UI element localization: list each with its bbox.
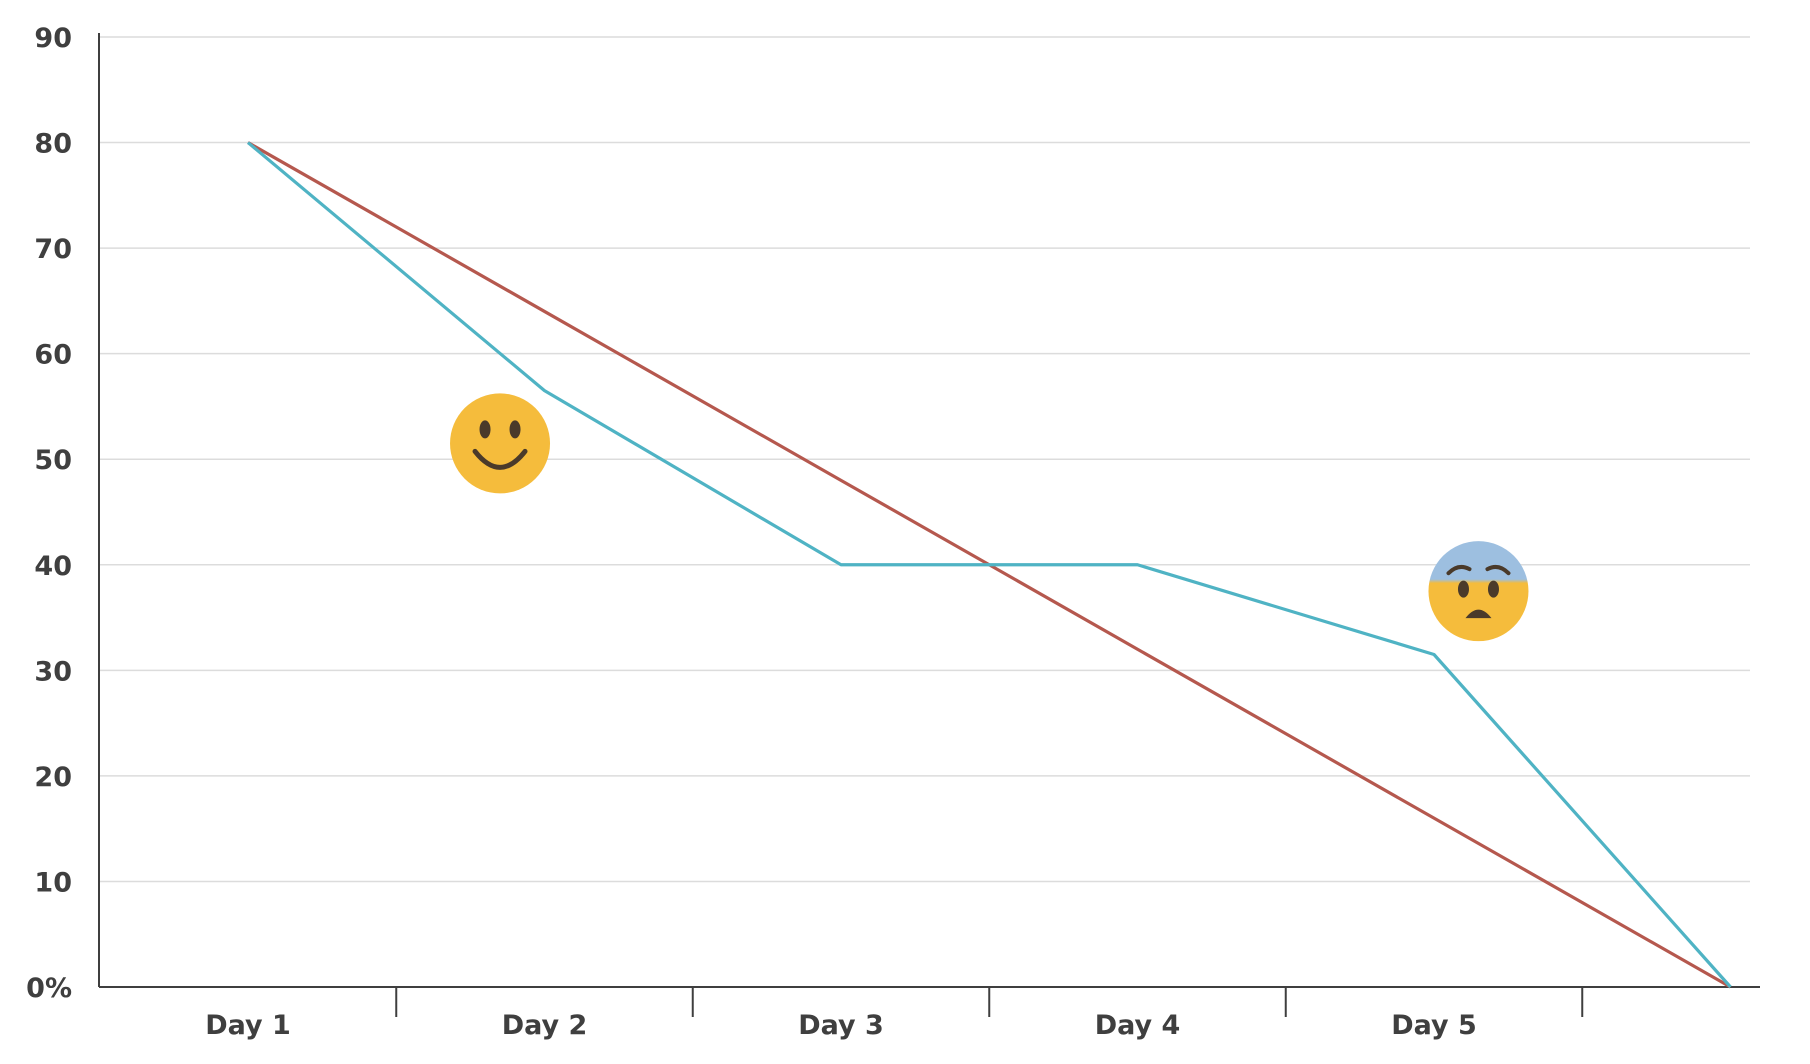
x-tick-label: Day 2 bbox=[502, 1010, 588, 1041]
y-tick-label: 60 bbox=[34, 340, 72, 371]
smiley-face-icon bbox=[450, 393, 551, 494]
y-tick-label: 50 bbox=[34, 445, 72, 476]
y-tick-label: 90 bbox=[34, 23, 72, 54]
y-tick-label: 20 bbox=[34, 762, 72, 793]
y-tick-label: 40 bbox=[34, 551, 72, 582]
annotations bbox=[450, 393, 1529, 642]
y-tick-label: 0% bbox=[26, 973, 72, 1004]
y-tick-label: 80 bbox=[34, 129, 72, 160]
x-tick-label: Day 1 bbox=[205, 1010, 291, 1041]
y-axis-tick-labels: 0% 10 20 30 40 50 60 70 80 90 bbox=[26, 23, 72, 1004]
x-axis-ticks: Day 1 Day 2 Day 3 Day 4 Day 5 bbox=[205, 987, 1584, 1041]
y-tick-label: 30 bbox=[34, 656, 72, 687]
grid-lines bbox=[99, 36, 1750, 883]
y-tick-label: 70 bbox=[34, 234, 72, 265]
x-tick-label: Day 5 bbox=[1391, 1010, 1477, 1041]
anxious-face-icon bbox=[1428, 541, 1529, 642]
y-tick-label: 10 bbox=[34, 867, 72, 898]
x-tick-label: Day 4 bbox=[1095, 1010, 1181, 1041]
series-line-2 bbox=[246, 141, 1732, 989]
series-lines bbox=[246, 141, 1732, 989]
x-tick-label: Day 3 bbox=[798, 1010, 884, 1041]
axes bbox=[98, 33, 1760, 988]
